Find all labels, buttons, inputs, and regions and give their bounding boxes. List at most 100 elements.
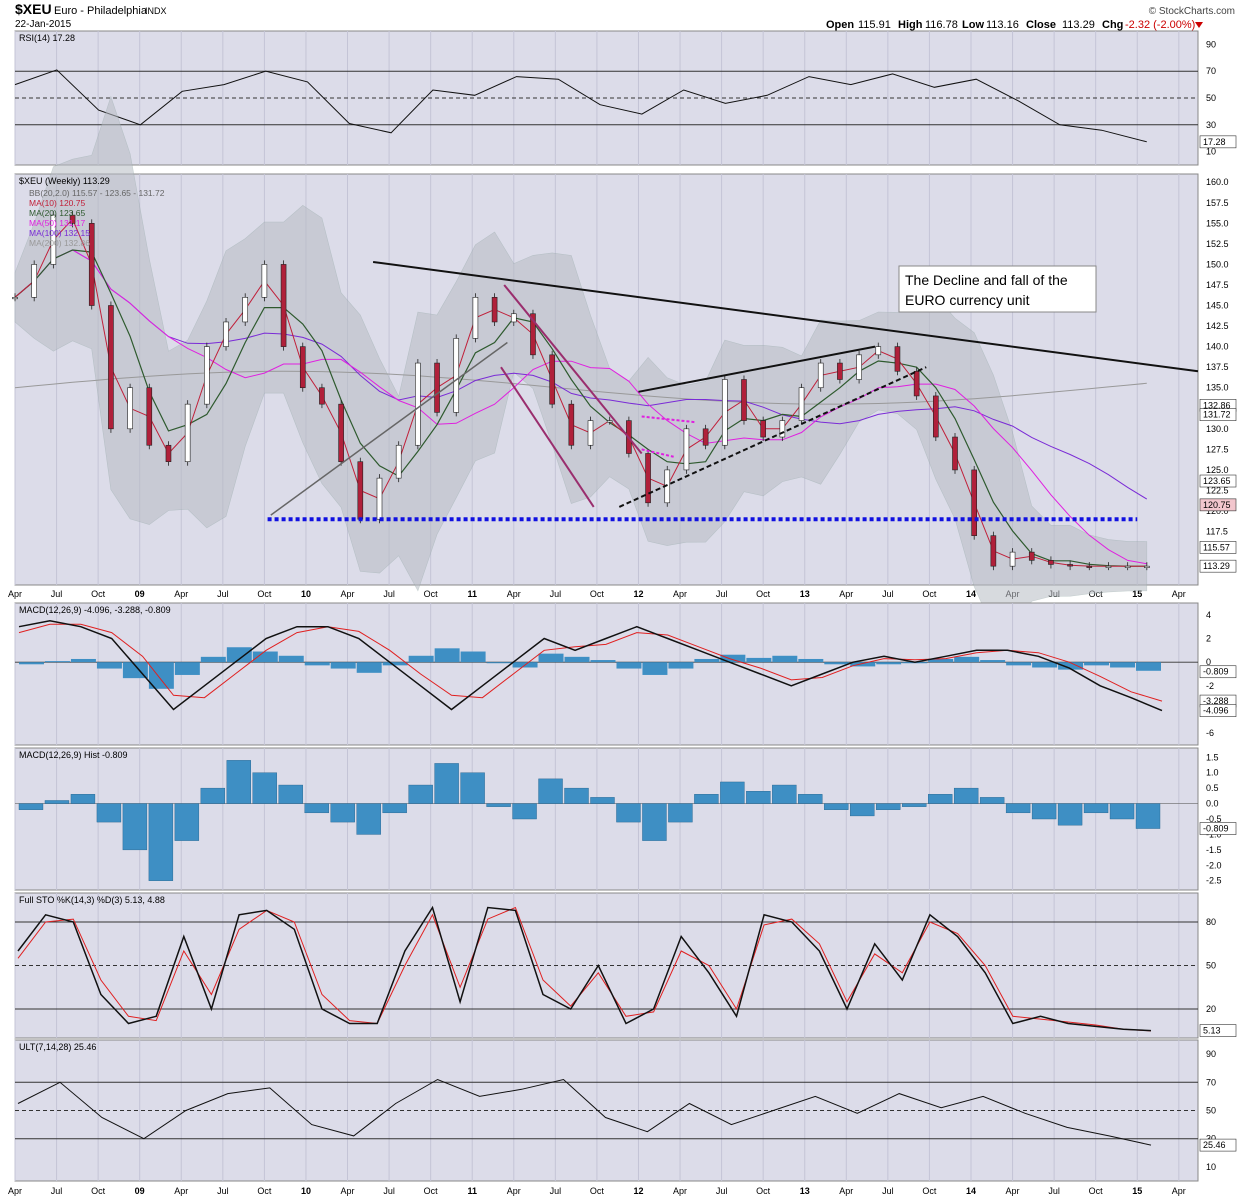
macd-signal-line: [18, 623, 1163, 702]
macd-last-signal: -3.288: [1203, 696, 1229, 706]
hist-bar: [226, 760, 251, 804]
candle: [645, 453, 651, 504]
bottom-xtick-20: Apr: [839, 1186, 853, 1196]
hist-bar: [538, 778, 563, 804]
macd-ytick-3: -2: [1206, 681, 1214, 691]
rsi-ytick-1: 70: [1206, 66, 1216, 76]
macd-inner-hist-bar: [746, 657, 772, 663]
falling-channel-upper: [503, 284, 643, 455]
price-ytick-13: 127.5: [1206, 444, 1229, 454]
hist-bar: [1109, 803, 1135, 820]
candle: [952, 436, 958, 471]
price-xtick-26: Oct: [1089, 589, 1104, 599]
macd-inner-hist-bar: [200, 656, 226, 663]
hist-bar: [122, 803, 148, 851]
hist-bar: [876, 803, 901, 810]
macd-inner-hist-bar: [876, 662, 902, 665]
price-xtick-6: Oct: [257, 589, 272, 599]
bottom-xtick-13: Jul: [550, 1186, 562, 1196]
macd-inner-hist-bar: [564, 656, 590, 663]
bottom-xtick-5: Jul: [217, 1186, 229, 1196]
candle: [721, 379, 728, 446]
macd-inner-hist-bar: [772, 655, 798, 663]
bottom-xtick-7: 10: [301, 1186, 311, 1196]
macd-inner-hist-bar: [356, 662, 382, 673]
symbol: $XEU: [15, 1, 52, 17]
ma20-line: [14, 249, 1147, 567]
ma50-line: [14, 249, 1147, 565]
macd-last-macd-box: [1199, 704, 1237, 717]
macd-inner-hist-bar: [980, 660, 1006, 663]
bottom-xtick-14: Oct: [590, 1186, 605, 1196]
price-right-label-4-box: [1199, 541, 1237, 554]
legend-item-3: MA(50) 131.17: [29, 218, 85, 228]
candle: [146, 387, 153, 446]
macd-inner-hist-bar: [96, 662, 122, 669]
candle: [127, 387, 133, 430]
hist-ytick-1: 1.0: [1206, 768, 1219, 778]
candle: [741, 379, 747, 421]
candle: [88, 223, 95, 306]
candle: [319, 387, 325, 405]
price-xtick-15: 12: [633, 589, 643, 599]
macd-inner-hist-bar: [694, 658, 720, 663]
candle: [184, 403, 191, 463]
price-xtick-10: Oct: [424, 589, 439, 599]
hist-bar: [668, 803, 693, 823]
macd-ytick-5: -6: [1206, 728, 1214, 738]
hist-bar: [642, 803, 667, 841]
hist-bar: [564, 787, 589, 804]
sto-title: Full STO %K(14,3) %D(3) 5.13, 4.88: [19, 895, 165, 905]
macd-last-hist: -0.809: [1203, 667, 1229, 677]
bottom-xtick-15: 12: [633, 1186, 643, 1196]
candle: [702, 428, 709, 446]
macd-inner-hist-bar: [798, 658, 824, 663]
macd-inner-hist-bar: [408, 655, 434, 663]
macd-title: MACD(12,26,9) -4.096, -3.288, -0.809: [19, 605, 171, 615]
major-downtrend-line: [372, 260, 1199, 373]
macd-inner-hist-bar: [928, 658, 954, 663]
hist-bar: [460, 772, 485, 804]
ult-ytick-4: 10: [1206, 1162, 1216, 1172]
price-xtick-7: 10: [301, 589, 311, 599]
candle: [261, 264, 268, 298]
bottom-xtick-21: Jul: [882, 1186, 894, 1196]
ult-ytick-3: 30: [1206, 1134, 1216, 1144]
macd-inner-hist-bar: [954, 656, 980, 663]
bottom-xtick-17: Jul: [716, 1186, 728, 1196]
triangle-upper-line: [638, 345, 876, 393]
hist-ytick-8: -2.5: [1206, 876, 1222, 886]
bottom-xtick-1: Jul: [51, 1186, 63, 1196]
hist-last-label-box: [1199, 822, 1237, 835]
hist-bar: [278, 784, 303, 804]
candle: [913, 370, 920, 397]
ohlc-chg: -2.32 (-2.00%): [1125, 19, 1195, 31]
price-ytick-17: 117.5: [1206, 527, 1228, 537]
hist-bar: [694, 794, 719, 804]
price-xtick-9: Jul: [383, 589, 395, 599]
bottom-xtick-16: Apr: [673, 1186, 687, 1196]
bottom-xtick-8: Apr: [341, 1186, 355, 1196]
rsi-title: RSI(14) 17.28: [19, 33, 75, 43]
macd-inner-hist-bar: [70, 658, 96, 663]
candle: [549, 354, 555, 405]
hist-ytick-6: -1.5: [1206, 845, 1222, 855]
hist-ytick-4: -0.5: [1206, 814, 1222, 824]
sto-ytick-0: 80: [1206, 917, 1216, 927]
hist-bar: [96, 803, 122, 823]
macd-inner-hist-bar: [122, 662, 148, 679]
hist-bar: [330, 803, 355, 823]
bottom-xtick-23: 14: [966, 1186, 976, 1196]
ohlc-close: 113.29: [1062, 19, 1095, 31]
hist-bar: [746, 791, 771, 804]
candle: [837, 362, 843, 380]
macd-inner-hist-bar: [460, 651, 486, 663]
macd-last-hist-box: [1199, 665, 1237, 679]
candle: [856, 354, 862, 380]
price-xtick-17: Jul: [716, 589, 728, 599]
hist-bar: [1031, 803, 1057, 820]
price-ytick-4: 150.0: [1206, 259, 1229, 269]
price-xtick-21: Jul: [882, 589, 894, 599]
hist-bar: [1083, 803, 1109, 814]
